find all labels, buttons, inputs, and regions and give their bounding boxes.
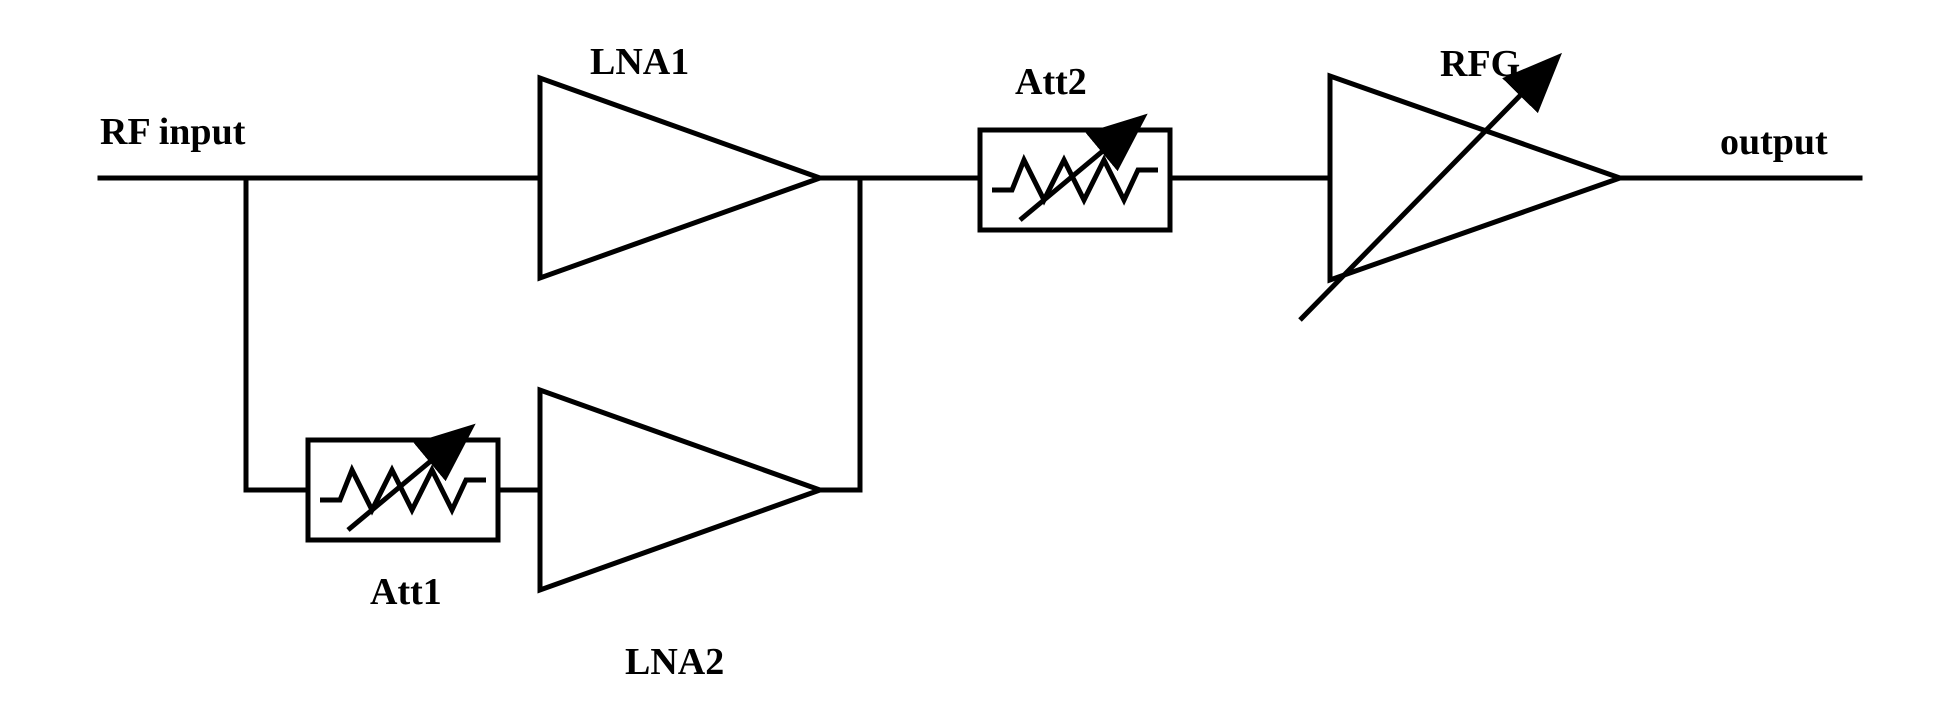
wire-split-att1 [246, 178, 308, 490]
label-rf-input: RF input [100, 110, 245, 154]
lna2-amplifier [540, 390, 820, 590]
label-output: output [1720, 120, 1828, 164]
diagram-svg [0, 0, 1960, 704]
att1-attenuator [308, 430, 498, 540]
lna1-amplifier [540, 78, 820, 278]
att2-attenuator [980, 120, 1170, 230]
label-lna2: LNA2 [625, 640, 724, 684]
wire-lna2-join [820, 178, 860, 490]
rfg-amplifier [1300, 60, 1620, 320]
label-att1: Att1 [370, 570, 442, 614]
label-rfg: RFG [1440, 42, 1520, 86]
label-lna1: LNA1 [590, 40, 689, 84]
label-att2: Att2 [1015, 60, 1087, 104]
diagram-canvas: RF input LNA1 Att2 RFG output Att1 LNA2 [0, 0, 1960, 704]
